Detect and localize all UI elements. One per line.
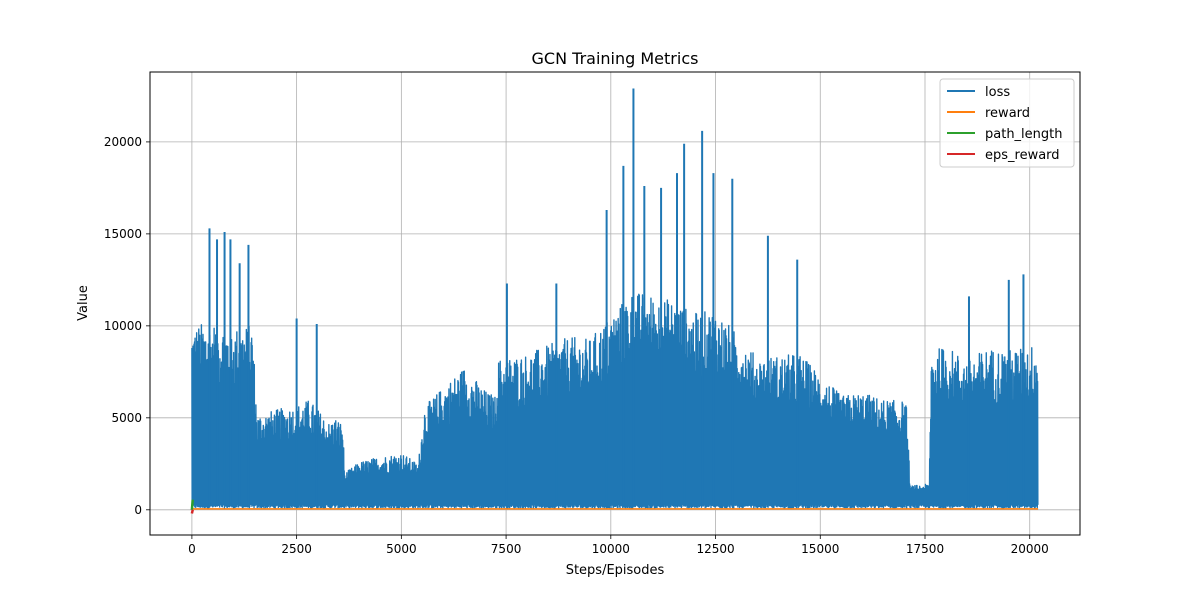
legend-box [939, 78, 1075, 168]
series-layer [190, 88, 1039, 514]
y-tick-label: 10000 [104, 319, 142, 333]
series-line-path-length [190, 499, 194, 510]
chart-title: GCN Training Metrics [532, 49, 699, 68]
x-axis-label: Steps/Episodes [566, 563, 665, 578]
legend-label-reward: reward [985, 106, 1030, 121]
legend: loss reward path_length eps_reward [939, 78, 1075, 168]
series-line-loss [191, 293, 1039, 509]
x-tick-label: 2500 [281, 542, 312, 556]
y-axis-label: Value [76, 285, 91, 321]
ticks: 0 2500 5000 7500 10000 12500 15000 17500 20000 0 5… [104, 135, 1049, 556]
x-tick-label: 20000 [1011, 542, 1049, 556]
y-tick-label: 5000 [111, 411, 142, 425]
legend-label-eps-reward: eps_reward [985, 148, 1060, 163]
legend-label-loss: loss [985, 85, 1010, 100]
legend-label-path-length: path_length [985, 127, 1063, 142]
plot-frame [149, 71, 1081, 536]
x-tick-label: 5000 [386, 542, 417, 556]
x-tick-label: 15000 [801, 542, 839, 556]
y-tick-label: 15000 [104, 227, 142, 241]
series-line-eps-reward [190, 509, 194, 514]
y-tick-label: 20000 [104, 135, 142, 149]
x-tick-label: 17500 [906, 542, 944, 556]
x-tick-label: 0 [188, 542, 196, 556]
x-tick-label: 7500 [491, 542, 522, 556]
x-tick-label: 12500 [696, 542, 734, 556]
y-tick-label: 0 [134, 503, 142, 517]
x-tick-label: 10000 [592, 542, 630, 556]
